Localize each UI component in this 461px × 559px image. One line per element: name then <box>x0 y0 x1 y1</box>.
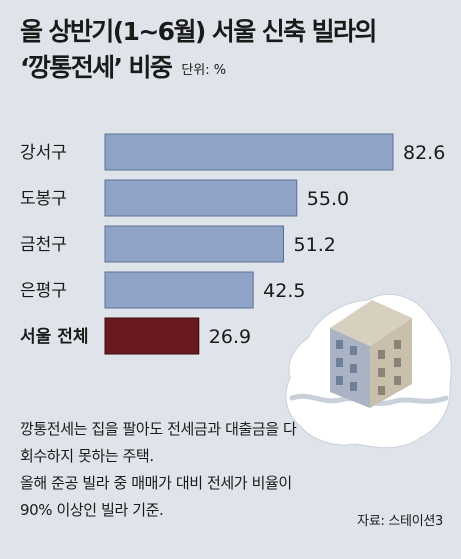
value-label: 42.5 <box>263 280 305 302</box>
building-icon <box>330 300 412 408</box>
footnote-line: 90% 이상인 빌라 기준. <box>20 501 164 519</box>
bar <box>104 133 394 171</box>
value-label: 26.9 <box>209 326 251 348</box>
chart-title-line1: 올 상반기(1~6월) 서울 신축 빌라의 <box>20 17 377 46</box>
category-label: 도봉구 <box>20 189 67 209</box>
footnote-line: 회수하지 못하는 주택. <box>20 447 154 465</box>
category-label: 강서구 <box>20 143 67 163</box>
category-label: 은평구 <box>20 281 67 301</box>
footnote: 깡통전세는 집을 팔아도 전세금과 대출금을 다 회수하지 못하는 주택. 올해… <box>20 416 450 524</box>
chart-title: 올 상반기(1~6월) 서울 신축 빌라의 ‘깡통전세’ 비중 단위: % <box>20 14 450 89</box>
value-label: 82.6 <box>403 142 445 164</box>
unit-label: 단위: % <box>181 63 227 78</box>
category-label: 서울 전체 <box>20 327 88 347</box>
value-label: 55.0 <box>307 188 349 210</box>
chart-title-line2-text: ‘깡통전세’ 비중 <box>20 53 173 82</box>
bar <box>104 317 200 355</box>
category-label: 금천구 <box>20 235 67 255</box>
chart-title-line2: ‘깡통전세’ 비중 단위: % <box>20 50 450 89</box>
bar <box>104 225 285 263</box>
source-label: 자료: 스테이션3 <box>357 514 443 529</box>
bar <box>104 271 254 309</box>
footnote-line: 깡통전세는 집을 팔아도 전세금과 대출금을 다 <box>20 420 297 438</box>
bar <box>104 179 298 217</box>
value-label: 51.2 <box>294 234 336 256</box>
bars-group: 강서구 82.6 도봉구 55.0 금천구 51.2 은평구 42.5 서울 전체 26.9 <box>20 133 445 355</box>
footnote-line: 올해 준공 빌라 중 매매가 대비 전세가 비율이 <box>20 474 292 492</box>
